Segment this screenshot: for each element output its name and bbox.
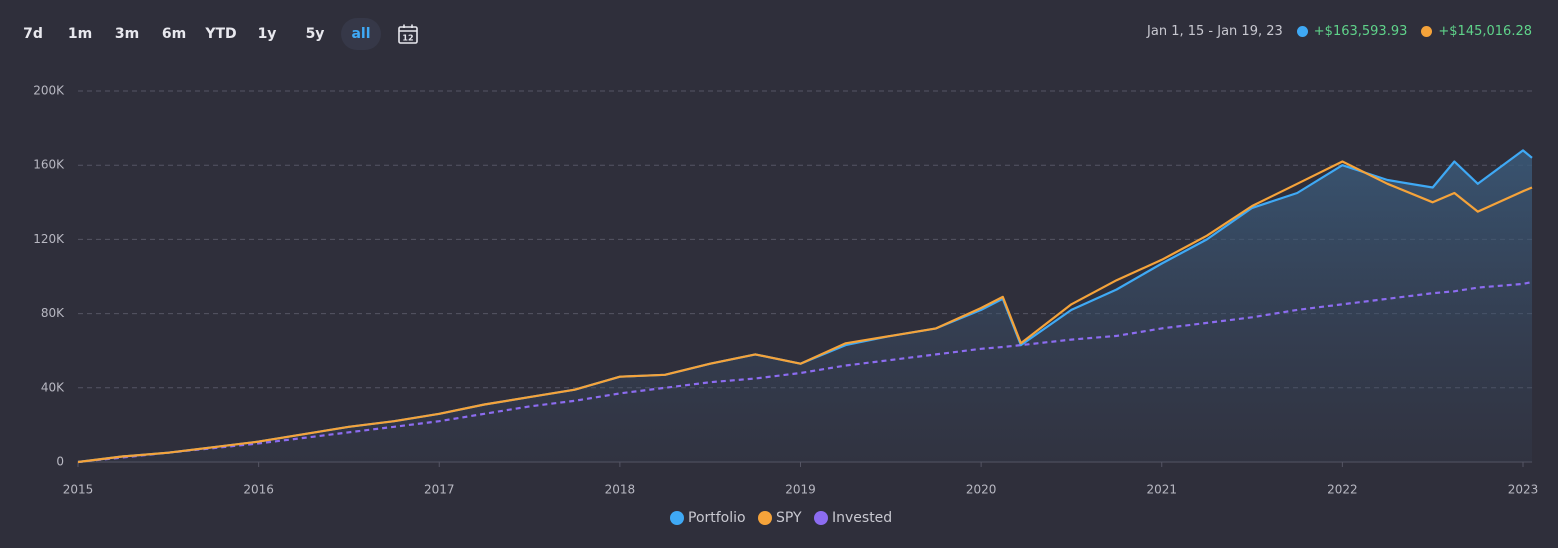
- period-button[interactable]: YTD: [205, 26, 237, 42]
- y-tick-label: 120K: [33, 232, 65, 246]
- period-button[interactable]: 6m: [161, 26, 187, 42]
- legend-label: Portfolio: [688, 510, 746, 526]
- x-tick-label: 2019: [785, 483, 816, 497]
- period-button[interactable]: 1m: [67, 26, 93, 42]
- x-tick-label: 2018: [605, 483, 636, 497]
- period-button[interactable]: 3m: [114, 26, 140, 42]
- legend-marker: [670, 511, 684, 525]
- x-tick-label: 2021: [1146, 483, 1177, 497]
- x-tick-label: 2016: [243, 483, 274, 497]
- y-tick-label: 160K: [33, 158, 65, 172]
- date-range: Jan 1, 15 - Jan 19, 23: [1147, 24, 1283, 39]
- y-tick-label: 0: [56, 455, 64, 469]
- x-tick-label: 2015: [63, 483, 94, 497]
- x-tick-label: 2020: [966, 483, 997, 497]
- legend-label: Invested: [832, 510, 892, 526]
- calendar-button[interactable]: 12: [397, 23, 419, 45]
- y-tick-label: 80K: [41, 306, 65, 320]
- summary-value: +$163,593.93: [1313, 24, 1408, 39]
- series-line: [77, 281, 1533, 464]
- period-button[interactable]: 1y: [257, 26, 277, 42]
- legend: Portfolio SPY Invested: [670, 510, 892, 526]
- period-button[interactable]: all: [341, 18, 381, 50]
- legend-label: SPY: [776, 510, 802, 526]
- x-tick-label: 2022: [1327, 483, 1358, 497]
- y-tick-label: 200K: [33, 84, 65, 98]
- series-line: [77, 160, 1533, 464]
- legend-marker: [758, 511, 772, 525]
- period-button[interactable]: 7d: [23, 26, 43, 42]
- area: [78, 150, 1533, 462]
- summary-dot: [1296, 26, 1308, 37]
- x-tick-label: 2017: [424, 483, 455, 497]
- legend-marker: [814, 511, 828, 525]
- summary-value: +$145,016.28: [1438, 24, 1532, 39]
- summary-dot: [1421, 26, 1433, 37]
- y-tick-label: 40K: [41, 380, 65, 394]
- calendar-label: 12: [402, 34, 413, 43]
- x-tick-label: 2023: [1508, 483, 1539, 497]
- series-line: [77, 149, 1533, 464]
- period-button[interactable]: 5y: [305, 26, 325, 42]
- summary: Jan 1, 15 - Jan 19, 23 +$163,593.93 +$145…: [1147, 24, 1532, 39]
